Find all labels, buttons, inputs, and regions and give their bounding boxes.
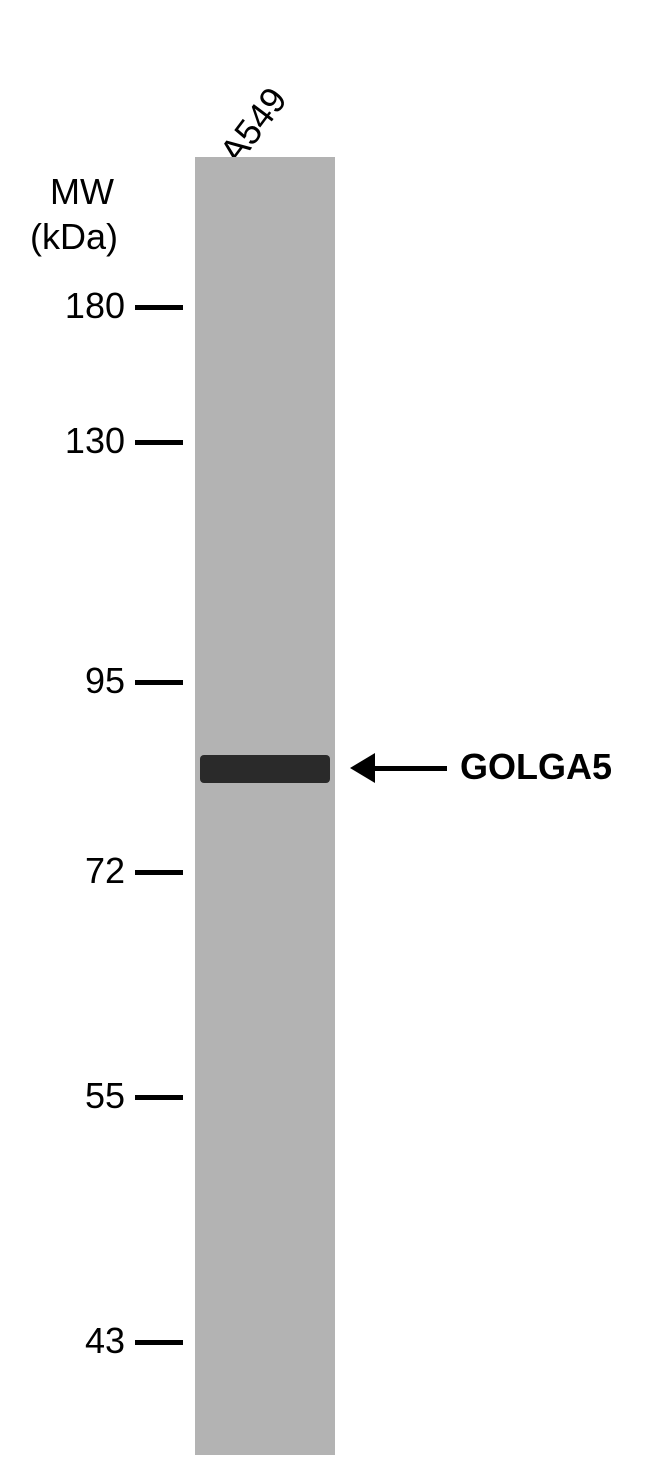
- band-arrow-line: [372, 766, 447, 771]
- band-golga5: [200, 755, 330, 783]
- blot-lane: [195, 157, 335, 1455]
- marker-label-43: 43: [45, 1320, 125, 1362]
- marker-label-95: 95: [45, 660, 125, 702]
- marker-label-180: 180: [45, 285, 125, 327]
- band-label: GOLGA5: [460, 746, 612, 788]
- marker-tick-130: [135, 440, 183, 445]
- marker-tick-55: [135, 1095, 183, 1100]
- mw-label-line2: (kDa): [30, 215, 118, 258]
- marker-tick-72: [135, 870, 183, 875]
- marker-tick-95: [135, 680, 183, 685]
- marker-label-72: 72: [45, 850, 125, 892]
- blot-container: MW (kDa) A549 18013095725543 GOLGA5: [0, 0, 650, 1483]
- marker-tick-43: [135, 1340, 183, 1345]
- marker-label-55: 55: [45, 1075, 125, 1117]
- marker-tick-180: [135, 305, 183, 310]
- mw-label-line1: MW: [50, 170, 114, 213]
- marker-label-130: 130: [45, 420, 125, 462]
